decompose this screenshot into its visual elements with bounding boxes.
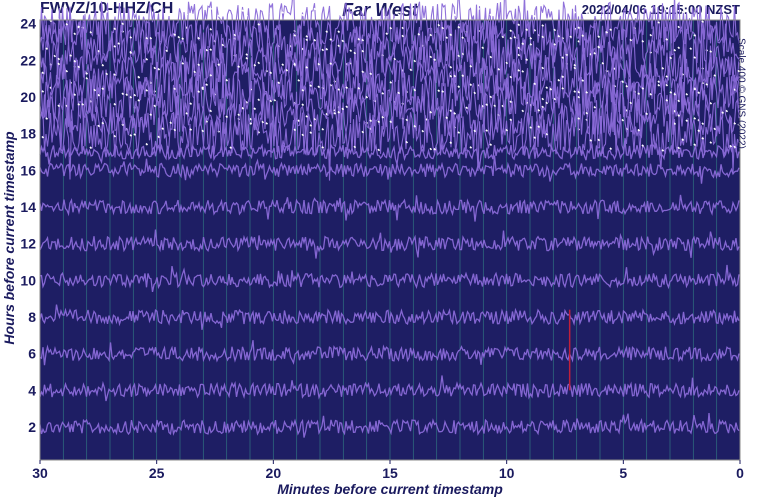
seismic-trace <box>39 0 740 49</box>
seismic-trace <box>39 412 740 438</box>
y-tick-label: 22 <box>20 52 36 68</box>
trace-row <box>39 140 740 168</box>
y-tick-label: 10 <box>20 272 36 288</box>
y-tick-label: 24 <box>20 16 36 32</box>
trace-row <box>39 0 740 49</box>
y-tick-label: 6 <box>28 346 36 362</box>
seismic-trace <box>39 375 740 402</box>
seismic-trace <box>39 264 740 293</box>
clipped-samples <box>45 99 737 133</box>
trace-row <box>39 194 740 222</box>
trace-row <box>39 304 740 330</box>
trace-row <box>39 412 740 438</box>
trace-row <box>39 375 740 402</box>
x-tick-label: 0 <box>736 465 744 481</box>
y-tick-label: 12 <box>20 236 36 252</box>
x-tick-label: 20 <box>266 465 282 481</box>
y-tick-label: 16 <box>20 162 36 178</box>
y-axis-label: Hours before current timestamp <box>1 131 17 345</box>
seismic-trace <box>39 155 740 184</box>
trace-row <box>39 53 740 127</box>
trace-row <box>39 155 740 184</box>
seismic-trace <box>39 140 740 168</box>
station-code: FWVZ/10-HHZ/CH <box>40 0 174 17</box>
x-tick-label: 5 <box>619 465 627 481</box>
seismic-trace <box>39 87 740 181</box>
clipped-samples <box>41 117 741 152</box>
seismic-trace <box>39 194 740 222</box>
seismic-trace <box>39 53 740 127</box>
trace-row <box>39 264 740 293</box>
x-tick-label: 25 <box>149 465 165 481</box>
x-tick-label: 15 <box>382 465 398 481</box>
trace-row <box>39 340 740 366</box>
y-tick-label: 2 <box>28 419 36 435</box>
y-tick-label: 18 <box>20 126 36 142</box>
seismic-trace <box>39 229 740 259</box>
trace-row <box>39 87 741 181</box>
clipped-samples <box>49 80 737 115</box>
seismic-trace <box>39 340 740 366</box>
y-tick-label: 4 <box>28 382 36 398</box>
y-tick-label: 8 <box>28 309 36 325</box>
scale-credit: Scale 400 © GNS (2022) <box>735 38 747 149</box>
trace-row <box>39 229 740 259</box>
clipped-samples <box>45 7 705 42</box>
seismic-trace <box>39 304 740 330</box>
y-tick-label: 14 <box>20 199 36 215</box>
x-axis-label: Minutes before current timestamp <box>277 481 503 497</box>
y-tick-label: 20 <box>20 89 36 105</box>
x-tick-label: 30 <box>32 465 48 481</box>
seismic-trace <box>39 0 740 90</box>
x-tick-label: 10 <box>499 465 515 481</box>
